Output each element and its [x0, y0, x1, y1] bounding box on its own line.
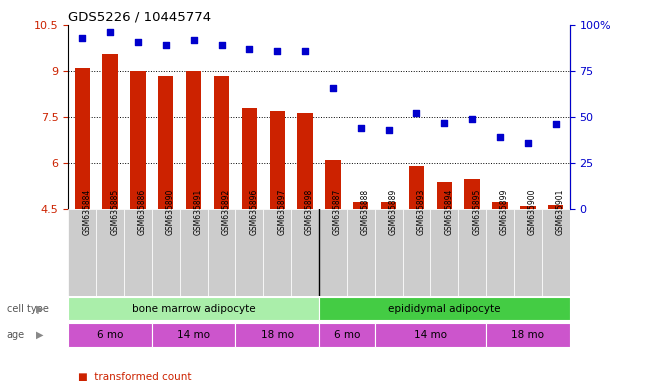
Bar	[458, 209, 486, 296]
Point	[216, 42, 227, 48]
Point	[300, 48, 311, 54]
Bar	[319, 323, 375, 347]
Bar	[68, 297, 319, 321]
Bar	[242, 108, 257, 209]
Bar	[319, 209, 347, 296]
Text: GSM635886: GSM635886	[138, 189, 147, 235]
Bar	[548, 205, 563, 209]
Text: 14 mo: 14 mo	[177, 330, 210, 340]
Bar	[152, 209, 180, 296]
Text: GSM635899: GSM635899	[500, 189, 509, 235]
Point	[467, 116, 477, 122]
Bar	[514, 209, 542, 296]
Bar	[236, 209, 263, 296]
Bar	[158, 76, 173, 209]
Bar	[402, 209, 430, 296]
Bar	[319, 297, 570, 321]
Text: GSM635894: GSM635894	[444, 189, 453, 235]
Bar	[437, 182, 452, 209]
Text: age  ▶: age ▶	[0, 383, 1, 384]
Bar	[486, 209, 514, 296]
Bar	[375, 323, 486, 347]
Bar	[68, 323, 152, 347]
Text: 18 mo: 18 mo	[511, 330, 544, 340]
Point	[189, 36, 199, 43]
Bar	[270, 111, 285, 209]
Point	[161, 42, 171, 48]
Bar	[353, 202, 368, 209]
Bar	[492, 202, 508, 209]
Text: GSM635885: GSM635885	[110, 189, 119, 235]
Point	[105, 29, 115, 35]
Point	[551, 121, 561, 127]
Point	[495, 134, 505, 141]
Point	[411, 110, 422, 116]
Text: GDS5226 / 10445774: GDS5226 / 10445774	[68, 11, 212, 24]
Text: 14 mo: 14 mo	[414, 330, 447, 340]
Bar	[152, 323, 236, 347]
Point	[355, 125, 366, 131]
Point	[383, 127, 394, 133]
Bar	[102, 54, 118, 209]
Text: GSM635901: GSM635901	[556, 189, 564, 235]
Text: GSM635898: GSM635898	[305, 189, 314, 235]
Text: ▶: ▶	[36, 330, 44, 340]
Bar	[430, 209, 458, 296]
Bar	[542, 209, 570, 296]
Point	[77, 35, 87, 41]
Text: GSM635884: GSM635884	[82, 189, 91, 235]
Point	[133, 38, 143, 45]
Bar	[520, 206, 536, 209]
Bar	[409, 166, 424, 209]
Text: GSM635892: GSM635892	[221, 189, 230, 235]
Text: GSM635888: GSM635888	[361, 189, 370, 235]
Text: GSM635891: GSM635891	[194, 189, 202, 235]
Text: ▶: ▶	[36, 304, 44, 314]
Text: 6 mo: 6 mo	[334, 330, 360, 340]
Bar	[381, 202, 396, 209]
Text: GSM635887: GSM635887	[333, 189, 342, 235]
Bar	[214, 76, 229, 209]
Bar	[486, 323, 570, 347]
Bar	[326, 160, 340, 209]
Text: cell type  ▶: cell type ▶	[0, 383, 1, 384]
Text: 18 mo: 18 mo	[260, 330, 294, 340]
Point	[272, 48, 283, 54]
Text: GSM635896: GSM635896	[249, 189, 258, 235]
Bar	[465, 179, 480, 209]
Text: GSM635893: GSM635893	[417, 189, 426, 235]
Bar	[208, 209, 236, 296]
Point	[523, 140, 533, 146]
Text: GSM635890: GSM635890	[166, 189, 175, 235]
Text: cell type: cell type	[7, 304, 48, 314]
Text: GSM635897: GSM635897	[277, 189, 286, 235]
Text: GSM635889: GSM635889	[389, 189, 398, 235]
Text: age: age	[7, 330, 25, 340]
Bar	[291, 209, 319, 296]
Text: GSM635900: GSM635900	[528, 189, 537, 235]
Bar	[298, 113, 312, 209]
Bar	[75, 68, 90, 209]
Bar	[263, 209, 291, 296]
Text: 6 mo: 6 mo	[97, 330, 123, 340]
Text: epididymal adipocyte: epididymal adipocyte	[388, 304, 501, 314]
Bar	[236, 323, 319, 347]
Bar	[186, 71, 201, 209]
Bar	[96, 209, 124, 296]
Point	[439, 119, 449, 126]
Bar	[68, 209, 96, 296]
Text: GSM635895: GSM635895	[472, 189, 481, 235]
Bar	[180, 209, 208, 296]
Bar	[124, 209, 152, 296]
Text: bone marrow adipocyte: bone marrow adipocyte	[132, 304, 255, 314]
Point	[244, 46, 255, 52]
Point	[327, 84, 338, 91]
Bar	[130, 71, 146, 209]
Bar	[347, 209, 375, 296]
Bar	[375, 209, 402, 296]
Text: ■  transformed count: ■ transformed count	[78, 372, 191, 382]
